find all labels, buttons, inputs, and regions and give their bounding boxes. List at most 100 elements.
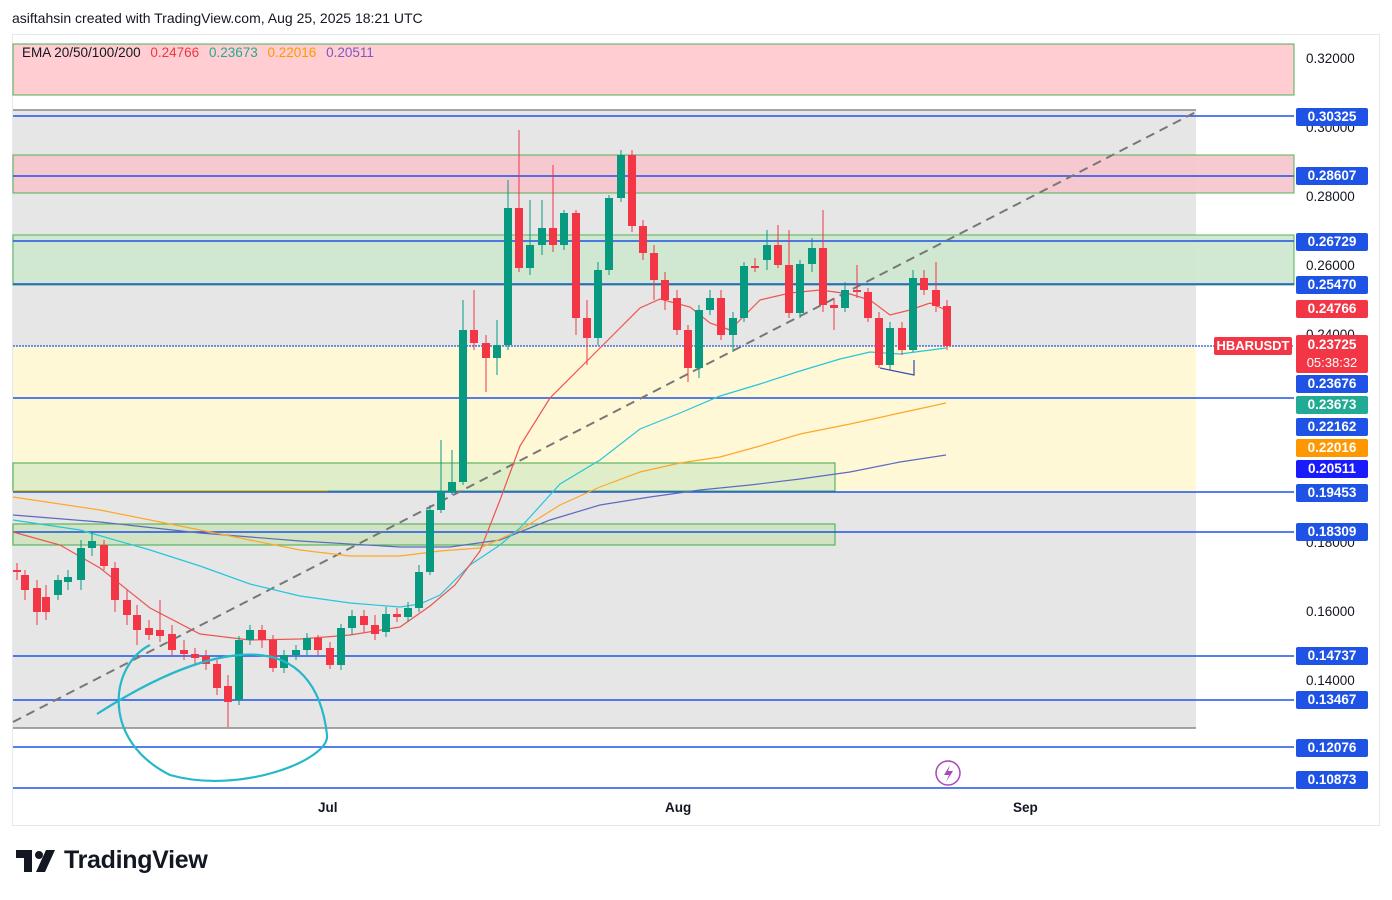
- flash-icon[interactable]: [935, 760, 961, 786]
- symbol-badge[interactable]: HBARUSDT: [1214, 337, 1292, 355]
- candle-body: [42, 597, 50, 612]
- candle-body: [426, 510, 434, 572]
- candle-body: [751, 266, 759, 268]
- candle-body: [526, 245, 534, 268]
- candle-body: [538, 228, 546, 245]
- candle-body: [326, 648, 334, 665]
- candle-body: [21, 575, 29, 590]
- candle-body: [650, 253, 658, 280]
- candle-body: [583, 318, 591, 338]
- level-label-13[interactable]: 0.13467: [1296, 691, 1368, 709]
- candle-body: [515, 208, 523, 268]
- level-label-11[interactable]: 0.18309: [1296, 523, 1368, 541]
- price-tick: 0.16000: [1306, 604, 1355, 619]
- level-label-4[interactable]: 0.24766: [1296, 300, 1368, 318]
- chart-attribution: asiftahsin created with TradingView.com,…: [12, 10, 423, 26]
- tradingview-logo[interactable]: TradingView: [16, 846, 208, 875]
- last-price-value: 0.23725: [1307, 337, 1357, 352]
- level-label-5[interactable]: 0.23676: [1296, 375, 1368, 393]
- candle-body: [448, 482, 456, 492]
- price-tick: 0.26000: [1306, 258, 1355, 273]
- level-label-2[interactable]: 0.26729: [1296, 233, 1368, 251]
- bar-countdown: 05:38:32: [1306, 355, 1358, 370]
- candle-body: [292, 650, 300, 655]
- candle-body: [841, 290, 849, 308]
- candle-body: [191, 654, 199, 658]
- ema-100-line: [12, 402, 947, 557]
- candle-body: [348, 616, 356, 628]
- legend-title: EMA 20/50/100/200: [22, 45, 141, 60]
- candle-body: [459, 330, 467, 482]
- candle-body: [235, 640, 243, 700]
- green-box-low: [12, 523, 836, 546]
- candle-body: [393, 614, 401, 617]
- candle-body: [504, 208, 512, 345]
- level-label-14[interactable]: 0.12076: [1296, 739, 1368, 757]
- candle-body: [360, 616, 368, 625]
- candle-body: [853, 290, 861, 292]
- level-label-9[interactable]: 0.20511: [1296, 460, 1368, 478]
- last-price-box[interactable]: 0.23725 05:38:32: [1296, 335, 1368, 373]
- ema-legend[interactable]: EMA 20/50/100/200 0.24766 0.23673 0.2201…: [22, 45, 380, 60]
- level-label-0[interactable]: 0.30325: [1296, 108, 1368, 126]
- candle-body: [258, 630, 266, 640]
- level-label-15[interactable]: 0.10873: [1296, 771, 1368, 789]
- candle-body: [661, 280, 669, 300]
- candle-body: [437, 492, 445, 510]
- candle-body: [920, 278, 928, 290]
- candle-body: [133, 615, 141, 630]
- candle-body: [830, 305, 838, 308]
- level-label-6[interactable]: 0.23673: [1296, 396, 1368, 414]
- candle-body: [33, 588, 41, 612]
- hand-drawn-circle: [96, 644, 329, 783]
- candle-body: [156, 630, 164, 636]
- candle-body: [54, 580, 62, 595]
- level-label-8[interactable]: 0.22016: [1296, 439, 1368, 457]
- top-resistance-zone: [12, 43, 1295, 96]
- level-label-10[interactable]: 0.19453: [1296, 484, 1368, 502]
- candle-body: [594, 270, 602, 338]
- candle-body: [673, 298, 681, 330]
- price-tick: 0.28000: [1306, 189, 1355, 204]
- candle-body: [628, 155, 636, 226]
- price-tick: 0.32000: [1306, 51, 1355, 66]
- tradingview-wordmark: TradingView: [64, 846, 208, 874]
- candle-body: [943, 306, 951, 346]
- candle-body: [695, 310, 703, 368]
- candle-body: [415, 572, 423, 608]
- candle-body: [246, 630, 254, 640]
- candle-body: [605, 198, 613, 270]
- level-label-7[interactable]: 0.22162: [1296, 418, 1368, 436]
- candle-body: [549, 228, 557, 245]
- ema-200-line: [12, 454, 947, 548]
- upper-resistance-zone: [12, 154, 1295, 194]
- level-label-3[interactable]: 0.25470: [1296, 276, 1368, 294]
- time-label-aug: Aug: [665, 800, 692, 815]
- candle-body: [886, 328, 894, 365]
- ema-50-line: [12, 347, 947, 608]
- green-box-mid: [12, 462, 836, 492]
- candle-body: [639, 226, 647, 253]
- candle-body: [64, 577, 72, 582]
- legend-ema50-value: 0.23673: [208, 45, 258, 60]
- candle-body: [684, 330, 692, 368]
- candle-body: [382, 614, 390, 632]
- candle-body: [560, 213, 568, 245]
- candle-body: [572, 213, 580, 318]
- candle-body: [314, 638, 322, 650]
- candle-body: [819, 248, 827, 305]
- candle-body: [337, 628, 345, 665]
- candle-body: [269, 640, 277, 668]
- candle-body: [864, 292, 872, 318]
- candle-body: [763, 245, 771, 260]
- level-label-1[interactable]: 0.28607: [1296, 167, 1368, 185]
- candle-body: [717, 298, 725, 335]
- price-tick: 0.14000: [1306, 673, 1355, 688]
- level-label-12[interactable]: 0.14737: [1296, 647, 1368, 665]
- candle-body: [909, 278, 917, 350]
- tradingview-mark-icon: [16, 849, 55, 872]
- legend-ema20-value: 0.24766: [150, 45, 200, 60]
- dashed-trendline: [12, 111, 1197, 723]
- candle-body: [482, 343, 490, 358]
